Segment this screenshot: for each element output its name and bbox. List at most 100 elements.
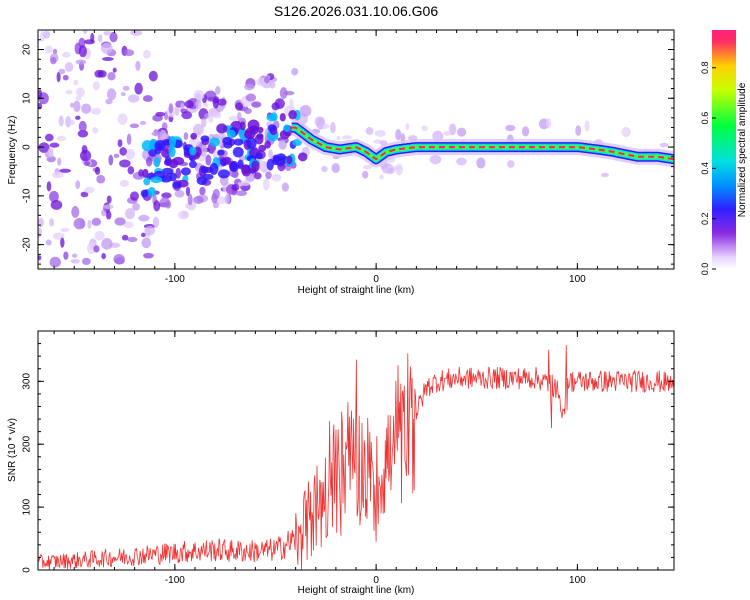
spectral-blob xyxy=(246,137,257,150)
spectral-blob xyxy=(50,199,63,210)
spectral-blob xyxy=(181,111,193,120)
y-tick-label: 100 xyxy=(22,498,33,515)
spectral-blob xyxy=(73,79,79,86)
spectral-blob xyxy=(224,193,230,205)
spectral-blob xyxy=(235,190,248,197)
spectral-blob xyxy=(127,166,135,175)
spectral-blob xyxy=(200,166,209,174)
spectral-blob xyxy=(217,169,230,179)
spectral-blob xyxy=(575,125,582,136)
spectral-blob xyxy=(79,149,92,162)
spectral-blob xyxy=(135,60,141,71)
spectral-blob xyxy=(142,168,149,179)
spectral-blob xyxy=(102,56,114,62)
spectral-blob xyxy=(145,156,153,167)
spectral-blob xyxy=(257,126,264,134)
spectral-blob xyxy=(139,120,147,125)
spectral-blob xyxy=(75,180,81,190)
spectral-blob xyxy=(70,102,75,108)
spectral-blob xyxy=(51,172,64,179)
spectral-blob xyxy=(123,221,134,229)
x-tick-label: 100 xyxy=(569,274,586,285)
colorbar-tick-label: 0.8 xyxy=(700,61,710,74)
spectral-blob xyxy=(49,218,55,227)
spectral-blob xyxy=(70,259,80,264)
spectral-blob xyxy=(106,195,112,204)
spectral-blob xyxy=(38,255,42,261)
spectral-blob xyxy=(114,257,125,265)
spectral-blob xyxy=(268,149,273,159)
spectral-blob xyxy=(208,114,214,123)
spectral-blob xyxy=(75,59,87,65)
spectral-blob xyxy=(521,126,530,137)
spectral-blob xyxy=(58,68,66,75)
spectral-blob xyxy=(330,121,336,134)
spectral-blob xyxy=(108,154,114,166)
snr-xlabel: Height of straight line (km) xyxy=(298,585,415,596)
spectral-blob xyxy=(117,113,128,125)
spectral-blob xyxy=(226,129,236,139)
y-tick-label: 20 xyxy=(22,44,33,56)
spectral-blob xyxy=(244,108,252,115)
spectral-blob xyxy=(75,96,82,101)
spectral-blob xyxy=(421,125,428,132)
spectral-blob xyxy=(204,90,217,101)
spectral-blob xyxy=(119,179,129,187)
colorbar-tick-label: 0.4 xyxy=(700,162,710,175)
spectral-blob xyxy=(429,154,442,165)
spectral-blob xyxy=(217,98,227,106)
spectral-blob xyxy=(169,172,177,182)
spectral-blob xyxy=(211,193,218,204)
spectral-blob xyxy=(189,146,197,156)
spectral-blob xyxy=(126,133,132,145)
spectral-blob xyxy=(192,123,204,136)
spectral-blob xyxy=(231,184,240,191)
spectral-blob xyxy=(93,245,100,253)
spectral-blob xyxy=(65,116,72,128)
spectral-blob xyxy=(169,135,177,148)
spectral-blob xyxy=(237,111,242,121)
spectral-blob xyxy=(138,169,144,177)
spectral-blob xyxy=(94,69,104,78)
spectral-blob xyxy=(142,95,153,102)
spectral-blob xyxy=(168,145,176,158)
spectral-blob xyxy=(263,75,271,84)
spectral-blob xyxy=(107,71,116,81)
spectral-blob xyxy=(202,173,214,180)
spectral-blob xyxy=(584,120,590,132)
spectral-blob xyxy=(215,85,221,95)
spectral-blob xyxy=(154,140,166,151)
spectral-blob xyxy=(185,186,191,197)
spectral-blob xyxy=(190,132,198,140)
y-tick-label: 0 xyxy=(22,567,33,573)
spectral-blob xyxy=(124,208,136,220)
spectral-blob xyxy=(265,171,272,180)
spectral-blob xyxy=(125,148,135,160)
spectral-blob xyxy=(267,124,277,132)
spectral-blob xyxy=(209,137,220,147)
spectral-blob xyxy=(217,149,225,156)
spectral-blob xyxy=(331,163,340,173)
spectral-blob xyxy=(159,197,171,208)
spectral-blob xyxy=(71,253,78,258)
spectral-blob xyxy=(161,167,174,175)
spectral-blob xyxy=(278,139,287,150)
spectral-blob xyxy=(141,140,153,152)
spectral-blob xyxy=(279,87,288,99)
spectral-blob xyxy=(94,230,105,241)
spectral-blob xyxy=(38,142,50,153)
spectral-blob xyxy=(96,174,106,184)
spectral-blob xyxy=(456,127,467,137)
chart-title: S126.2026.031.10.06.G06 xyxy=(274,3,438,19)
colorbar-tick-label: 0.0 xyxy=(700,263,710,276)
spectral-blob xyxy=(52,48,58,55)
spectral-blob xyxy=(200,135,210,142)
spectral-blob xyxy=(38,217,44,228)
spectral-blob xyxy=(177,210,190,220)
spectral-ridge-layer xyxy=(291,126,674,161)
spectral-blob xyxy=(62,51,71,58)
spectral-blob xyxy=(288,110,297,120)
spectral-blob xyxy=(183,147,191,156)
spectral-blob xyxy=(266,113,277,122)
spectral-blob xyxy=(241,165,251,177)
